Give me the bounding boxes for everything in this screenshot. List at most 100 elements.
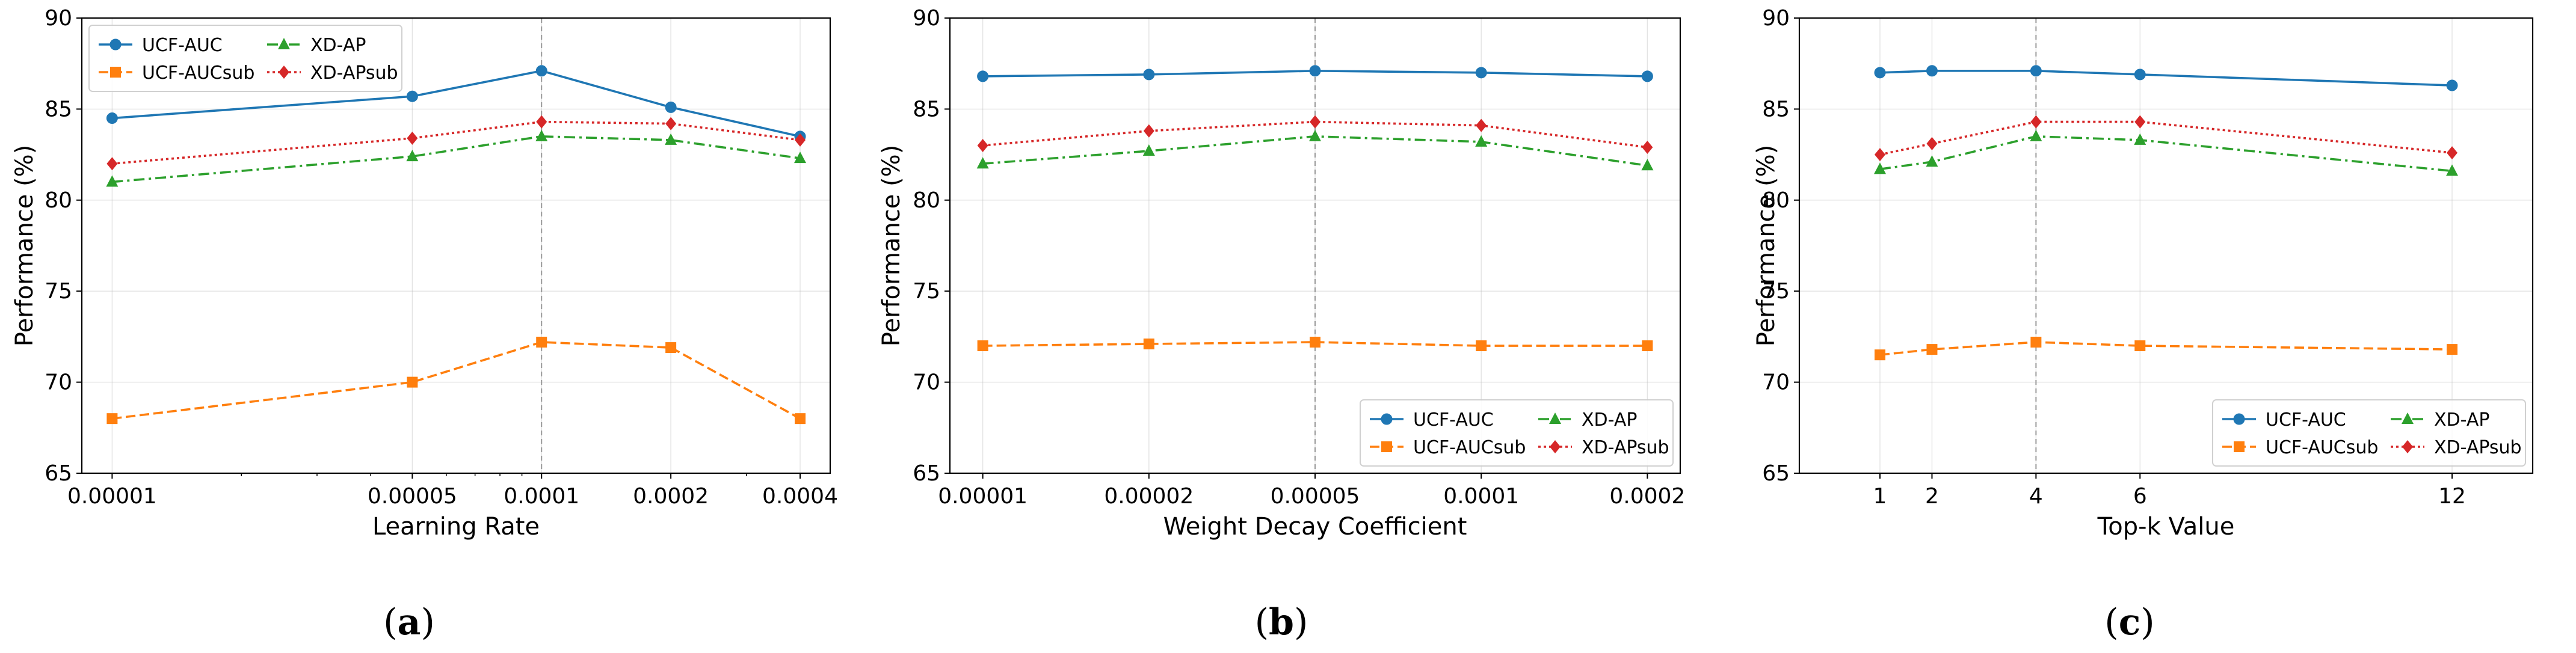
data-point: [2030, 65, 2042, 77]
data-point: [2446, 79, 2458, 91]
data-point: [1926, 65, 1938, 77]
x-tick-label: 0.0004: [762, 484, 838, 509]
legend: UCF-AUC UCF-AUCsub XD-AP XD-APsub: [2212, 399, 2526, 467]
data-point: [1926, 344, 1938, 355]
chart-panel-a: 65 70 75 80 85 90 0.00001 0.00005 0.0001 0.0002 0.…: [11, 6, 838, 643]
x-axis-label: Weight Decay Coefficient: [1163, 513, 1467, 541]
data-point: [535, 65, 547, 77]
x-tick-label: 0.0002: [1609, 484, 1685, 509]
data-point: [2446, 344, 2457, 355]
data-point: [1309, 129, 1321, 141]
data-point: [1142, 144, 1155, 156]
legend-marker: [2234, 441, 2245, 452]
legend-marker: [109, 38, 122, 51]
plot-frame: [1798, 17, 2534, 474]
data-point: [1476, 340, 1487, 352]
legend-label: UCF-AUC: [2266, 409, 2346, 431]
series-xd-ap: [106, 129, 807, 187]
data-point: [2134, 133, 2146, 145]
legend-marker: [1381, 413, 1393, 425]
data-point: [2030, 129, 2042, 141]
y-tick-label: 80: [913, 188, 940, 213]
data-point: [1874, 162, 1887, 174]
legend-box: [2212, 399, 2526, 467]
x-tick-label: 6: [2133, 484, 2147, 509]
y-tick-label: 90: [1762, 6, 1790, 31]
data-point: [407, 131, 418, 145]
data-point: [2030, 336, 2042, 348]
data-point: [977, 138, 988, 152]
legend-marker: [1550, 440, 1561, 453]
x-tick-label: 0.0002: [633, 484, 709, 509]
legend-label: UCF-AUCsub: [1413, 437, 1526, 458]
x-tick-label: 1: [1873, 484, 1887, 509]
legend-marker: [279, 66, 289, 79]
y-tick-label: 75: [45, 279, 72, 304]
data-point: [1642, 340, 1653, 352]
legend-marker: [1549, 412, 1561, 424]
data-point: [1641, 70, 1653, 82]
panel-label: (b): [1255, 601, 1308, 643]
y-axis-label: Performance (%): [1752, 145, 1780, 346]
y-tick-label: 65: [45, 461, 72, 486]
legend-marker: [2233, 413, 2245, 425]
plot-frame: [81, 17, 831, 474]
x-tick-label: 0.00002: [1104, 484, 1194, 509]
data-point: [1475, 67, 1487, 79]
data-point: [665, 101, 677, 113]
y-tick-label: 85: [1762, 97, 1790, 121]
series-xd-apsub: [1875, 115, 2457, 162]
y-tick-label: 80: [1762, 188, 1790, 213]
y-tick-label: 90: [45, 6, 72, 31]
data-point: [665, 342, 677, 354]
data-point: [106, 157, 118, 171]
data-point: [1143, 124, 1154, 138]
y-tick-label: 85: [913, 97, 940, 121]
x-tick-label: 0.00005: [1271, 484, 1360, 509]
series-xd-ap: [1874, 129, 2458, 176]
x-tick-label: 2: [1925, 484, 1939, 509]
series-ucf-aucsub: [977, 336, 1653, 352]
series-line: [1879, 120, 2453, 156]
series-line: [112, 341, 801, 420]
legend-label: UCF-AUCsub: [142, 63, 254, 84]
data-point: [1926, 155, 1938, 167]
data-point: [106, 112, 118, 124]
x-tick-label: 0.0001: [504, 484, 579, 509]
x-tick-label: 0.00001: [938, 484, 1028, 509]
data-point: [1476, 118, 1487, 132]
legend-marker: [110, 67, 121, 78]
y-tick-label: 80: [45, 188, 72, 213]
data-point: [1310, 115, 1320, 129]
data-point: [535, 129, 548, 141]
legend-marker: [2402, 440, 2413, 453]
x-tick-label: 12: [2438, 484, 2466, 509]
y-tick-label: 70: [913, 370, 940, 395]
series-xd-ap: [976, 129, 1654, 171]
data-point: [536, 336, 547, 348]
data-point: [1875, 349, 1886, 361]
data-point: [665, 133, 677, 145]
data-point: [795, 413, 806, 425]
legend-box: [1360, 399, 1674, 467]
x-tick-label: 0.00001: [67, 484, 157, 509]
data-point: [106, 413, 118, 425]
chart-panel-b: 65 70 75 80 85 90 0.00001 0.00002 0.00005 0.0001 0…: [878, 6, 1685, 643]
series-line: [112, 120, 801, 165]
data-point: [795, 133, 806, 147]
data-point: [1875, 148, 1886, 162]
x-tick-label: 4: [2029, 484, 2043, 509]
panel-label: (c): [2104, 601, 2154, 643]
series-line: [1879, 135, 2453, 173]
y-tick-label: 70: [45, 370, 72, 395]
series-ucf-aucsub: [1875, 336, 2457, 361]
legend-label: UCF-AUC: [142, 35, 223, 56]
data-point: [2445, 164, 2458, 176]
data-point: [1926, 136, 1938, 150]
data-point: [1143, 339, 1154, 350]
legend-marker: [278, 38, 290, 49]
series-ucf-aucsub: [106, 336, 806, 425]
x-tick-label: 0.00005: [368, 484, 457, 509]
legend-label: XD-AP: [1582, 409, 1637, 431]
